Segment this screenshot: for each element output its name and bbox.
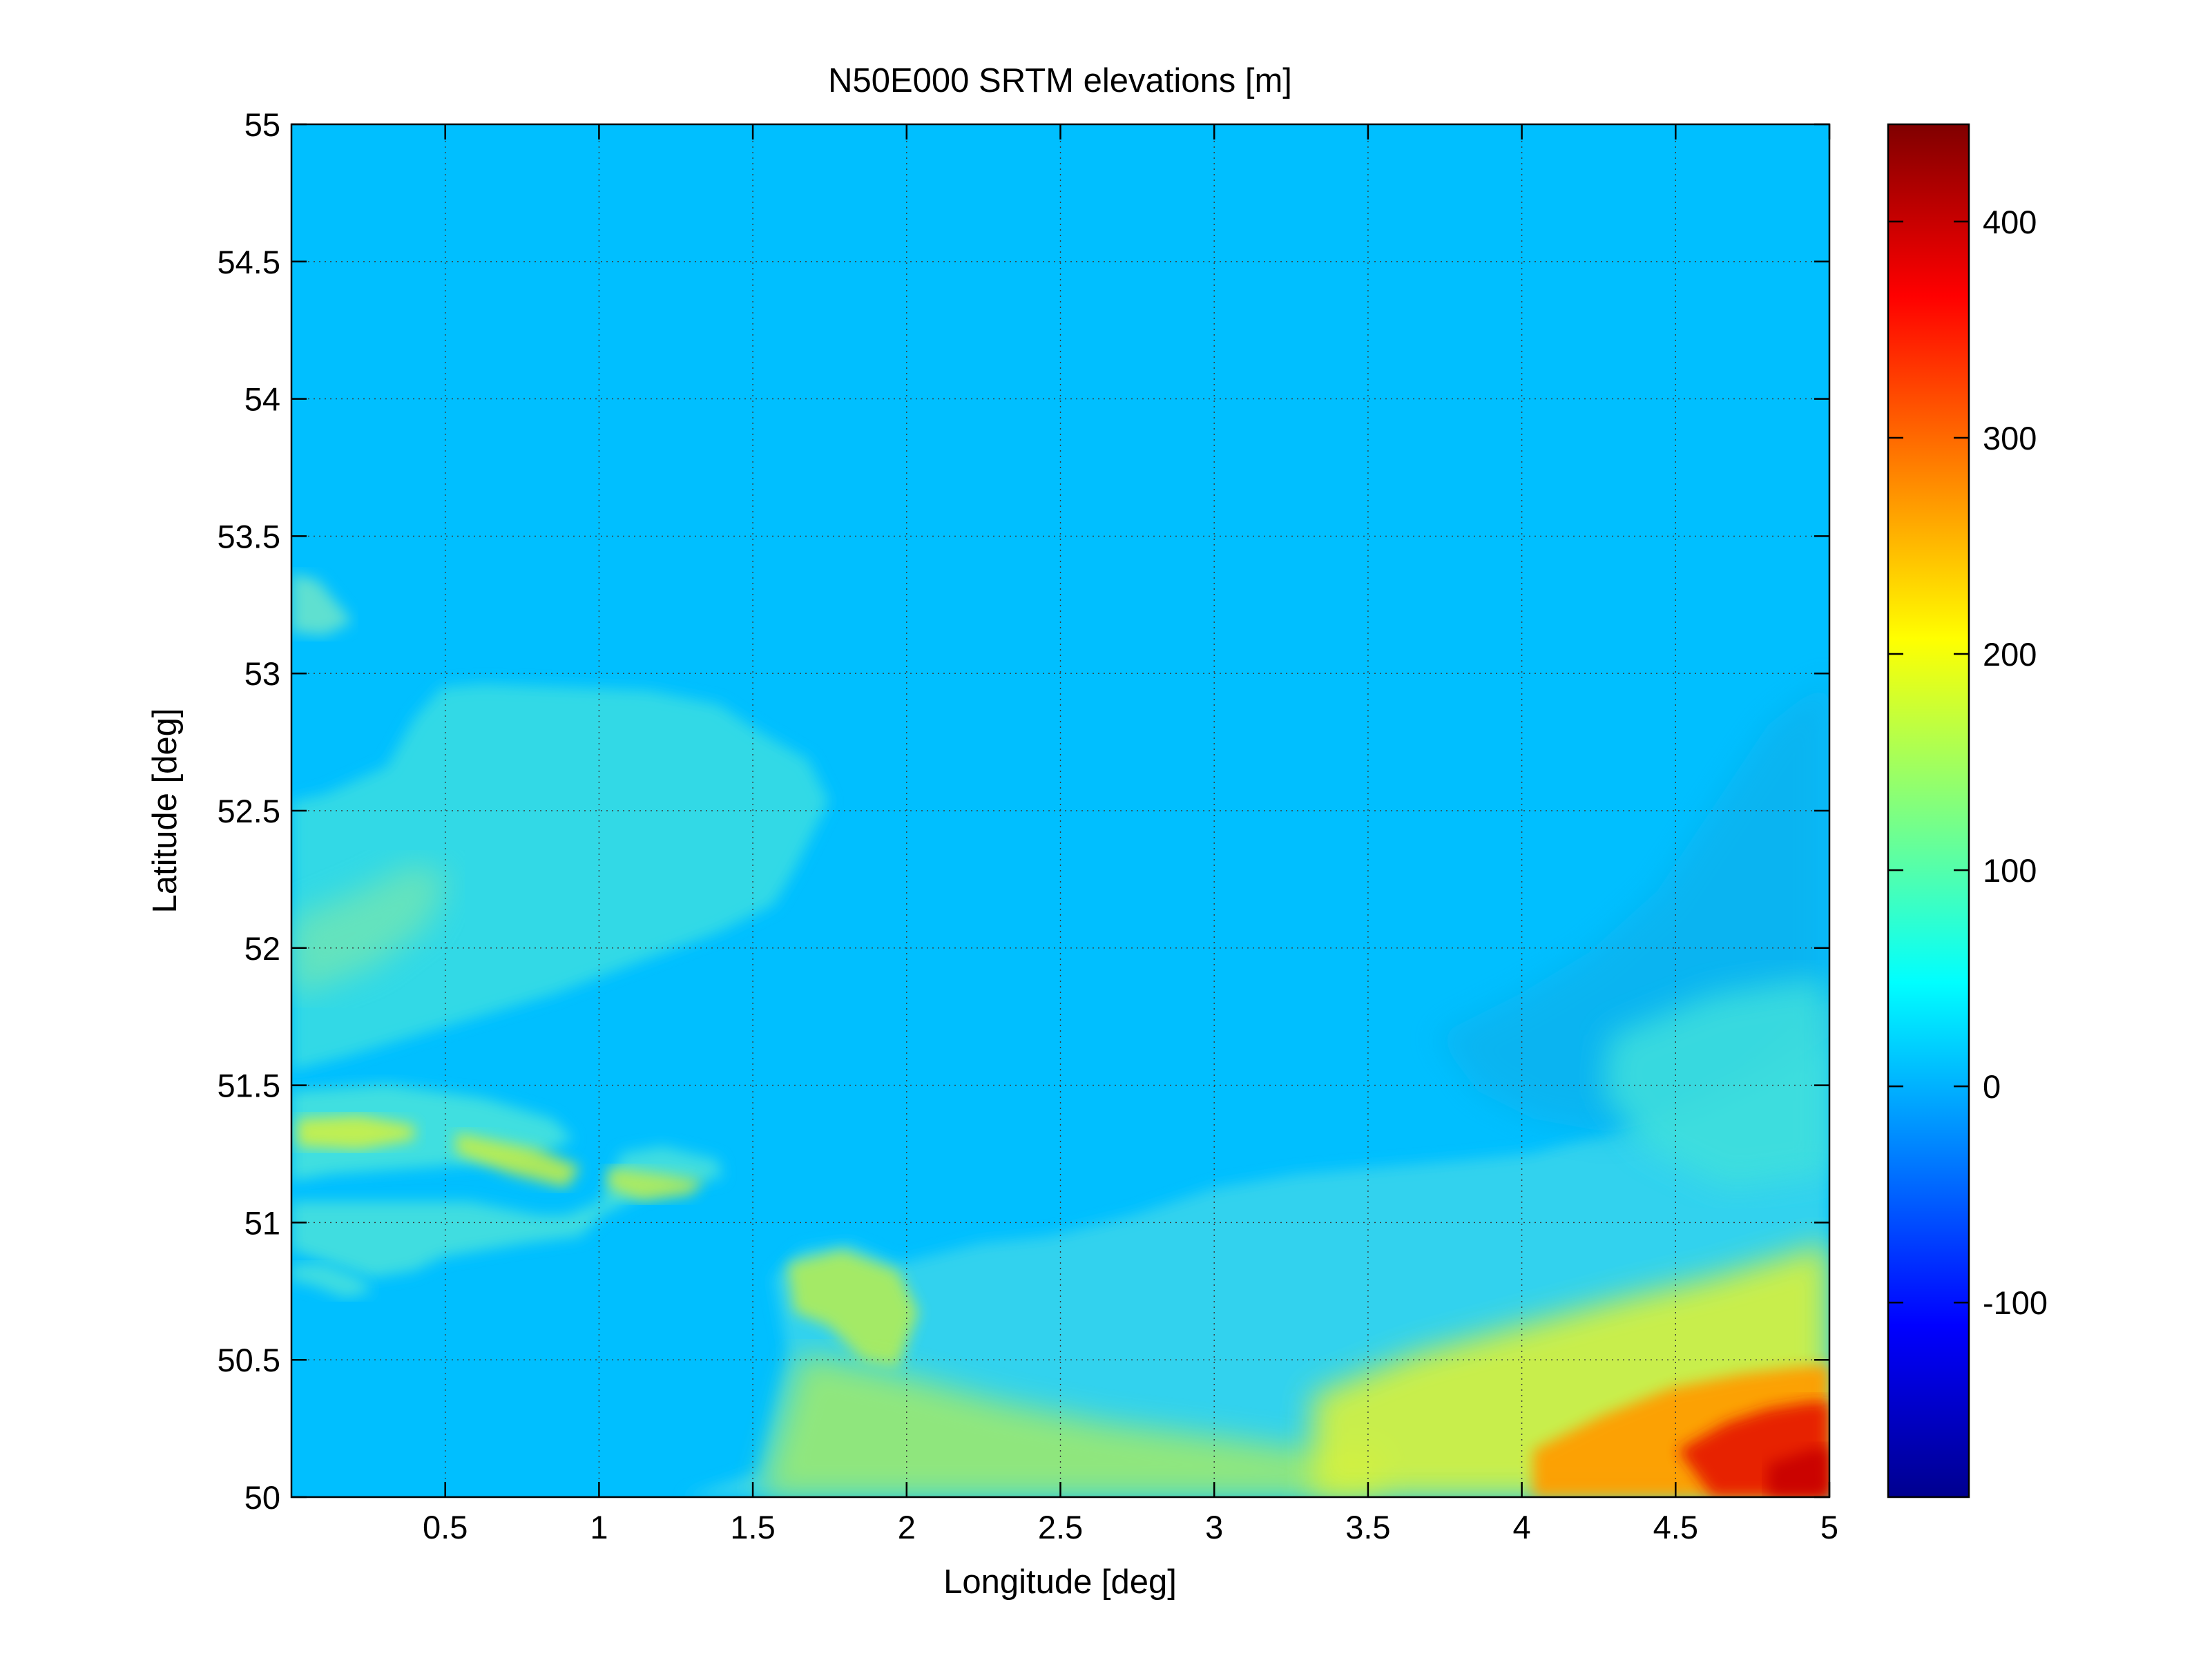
x-tick-label: 5 xyxy=(1820,1509,1838,1545)
colorbar-tick-label: 0 xyxy=(1983,1068,2001,1105)
x-tick-label: 3.5 xyxy=(1345,1509,1390,1545)
x-tick-label: 3 xyxy=(1205,1509,1223,1545)
x-axis-ticks: 0.5 1 1.5 2 2.5 3 3.5 4 4.5 5 xyxy=(423,124,1838,1545)
y-tick-label: 55 xyxy=(244,106,280,143)
colorbar-ticks: -100 0 100 200 300 400 xyxy=(1888,204,2048,1321)
x-tick-label: 1.5 xyxy=(730,1509,775,1545)
y-tick-label: 52.5 xyxy=(218,793,280,829)
land-artois-hills xyxy=(787,1250,919,1367)
land-ardennes-summit xyxy=(1768,1447,1829,1497)
land-picardy-plateau xyxy=(760,1353,1381,1497)
y-tick-label: 51 xyxy=(244,1204,280,1241)
colorbar-tick-label: -100 xyxy=(1983,1284,2048,1321)
colorbar-tick-label: 100 xyxy=(1983,852,2037,889)
y-tick-label: 51.5 xyxy=(218,1068,280,1104)
land-east-anglia-hills xyxy=(291,863,449,994)
y-tick-label: 54 xyxy=(244,381,280,418)
y-tick-label: 54.5 xyxy=(218,244,280,280)
x-tick-label: 2 xyxy=(898,1509,916,1545)
y-axis-ticks: 50 50.5 51 51.5 52 52.5 53 53.5 54 54.5 55 xyxy=(218,106,1829,1516)
y-tick-label: 52 xyxy=(244,930,280,967)
y-tick-label: 50 xyxy=(244,1479,280,1516)
x-axis-label: Longitude [deg] xyxy=(943,1563,1177,1601)
x-tick-label: 1 xyxy=(590,1509,608,1545)
land-lincolnshire xyxy=(291,573,352,635)
colorbar-tick-label: 200 xyxy=(1983,636,2037,673)
x-tick-label: 4 xyxy=(1513,1509,1531,1545)
x-tick-label: 4.5 xyxy=(1653,1509,1698,1545)
land-belgium-lowlands xyxy=(1602,981,1829,1188)
land-thanet xyxy=(608,1167,704,1202)
y-tick-label: 53 xyxy=(244,655,280,692)
y-tick-label: 53.5 xyxy=(218,518,280,555)
chart-title: N50E000 SRTM elevations [m] xyxy=(828,62,1292,99)
y-tick-label: 50.5 xyxy=(218,1342,280,1378)
y-axis-label: Latitude [deg] xyxy=(146,708,184,914)
colorbar-gradient xyxy=(1887,123,1970,1498)
land-east-anglia xyxy=(291,684,829,1070)
x-tick-label: 2.5 xyxy=(1038,1509,1083,1545)
colorbar-tick-label: 400 xyxy=(1983,204,2037,240)
land-north-downs xyxy=(456,1132,580,1188)
land-sussex-coast xyxy=(291,1264,373,1298)
colorbar: -100 0 100 200 300 400 xyxy=(1887,123,2048,1498)
colorbar-tick-label: 300 xyxy=(1983,420,2037,456)
x-tick-label: 0.5 xyxy=(423,1509,468,1545)
land-kent-downs xyxy=(297,1115,414,1150)
grid-lines xyxy=(291,124,1829,1497)
